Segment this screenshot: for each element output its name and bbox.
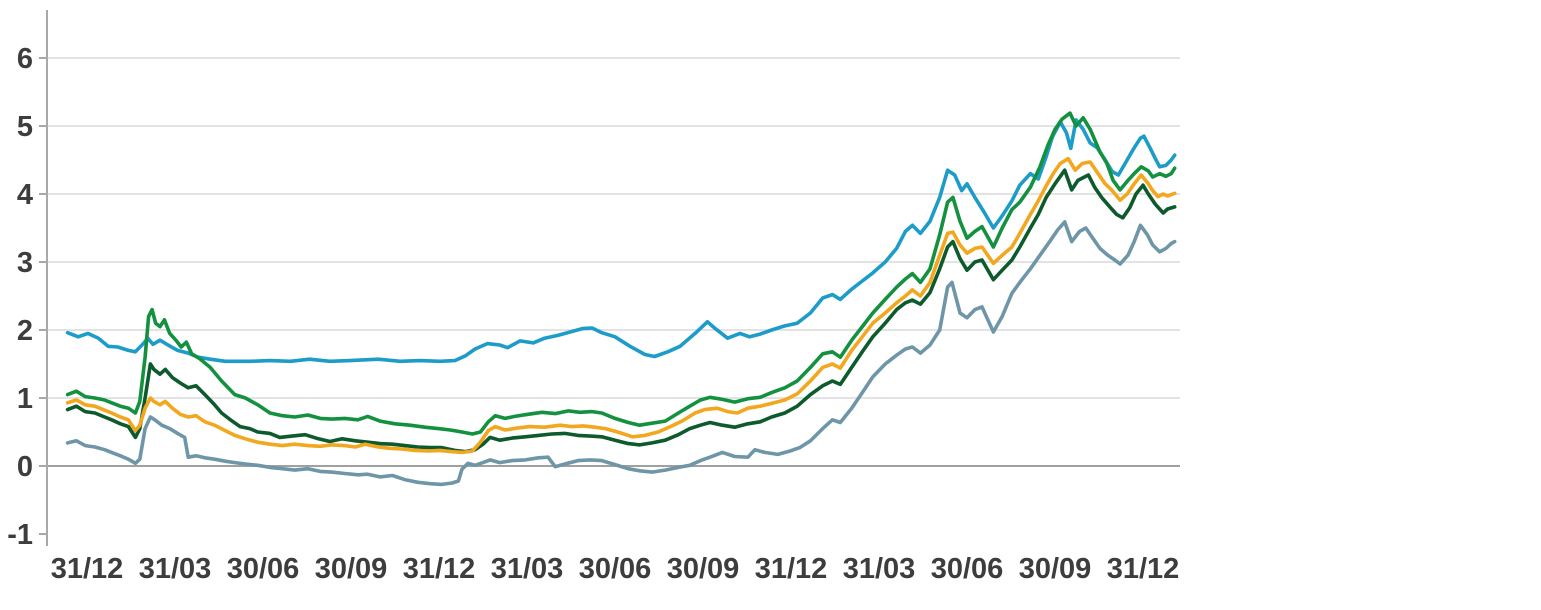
x-tick-label: 31/03 (491, 553, 564, 585)
series-line-dark-green (65, 168, 1177, 454)
x-tick-label: 31/12 (403, 553, 476, 585)
x-tick-label: 31/12 (755, 553, 828, 585)
series-line-orange (65, 156, 1177, 455)
series-line-light-blue (65, 118, 1177, 364)
y-tick-label: 3 (17, 247, 33, 279)
x-tick-label: 30/09 (315, 553, 388, 585)
y-tick-label: 5 (17, 111, 33, 143)
x-tick-label: 31/12 (1107, 553, 1180, 585)
series-line-green (65, 111, 1177, 436)
y-tick-label: -1 (7, 519, 33, 551)
series-line-gray-blue (65, 220, 1177, 487)
x-tick-label: 31/03 (139, 553, 212, 585)
x-tick-label: 30/09 (667, 553, 740, 585)
y-tick-label: 4 (17, 179, 33, 211)
x-tick-label: 30/06 (227, 553, 300, 585)
x-tick-label: 31/03 (843, 553, 916, 585)
y-tick-label: 2 (17, 315, 33, 347)
x-tick-label: 30/06 (931, 553, 1004, 585)
x-tick-label: 31/12 (51, 553, 124, 585)
y-tick-label: 0 (17, 451, 33, 483)
x-tick-label: 30/09 (1019, 553, 1092, 585)
x-tick-label: 30/06 (579, 553, 652, 585)
y-tick-label: 1 (17, 383, 33, 415)
y-tick-label: 6 (17, 43, 33, 75)
